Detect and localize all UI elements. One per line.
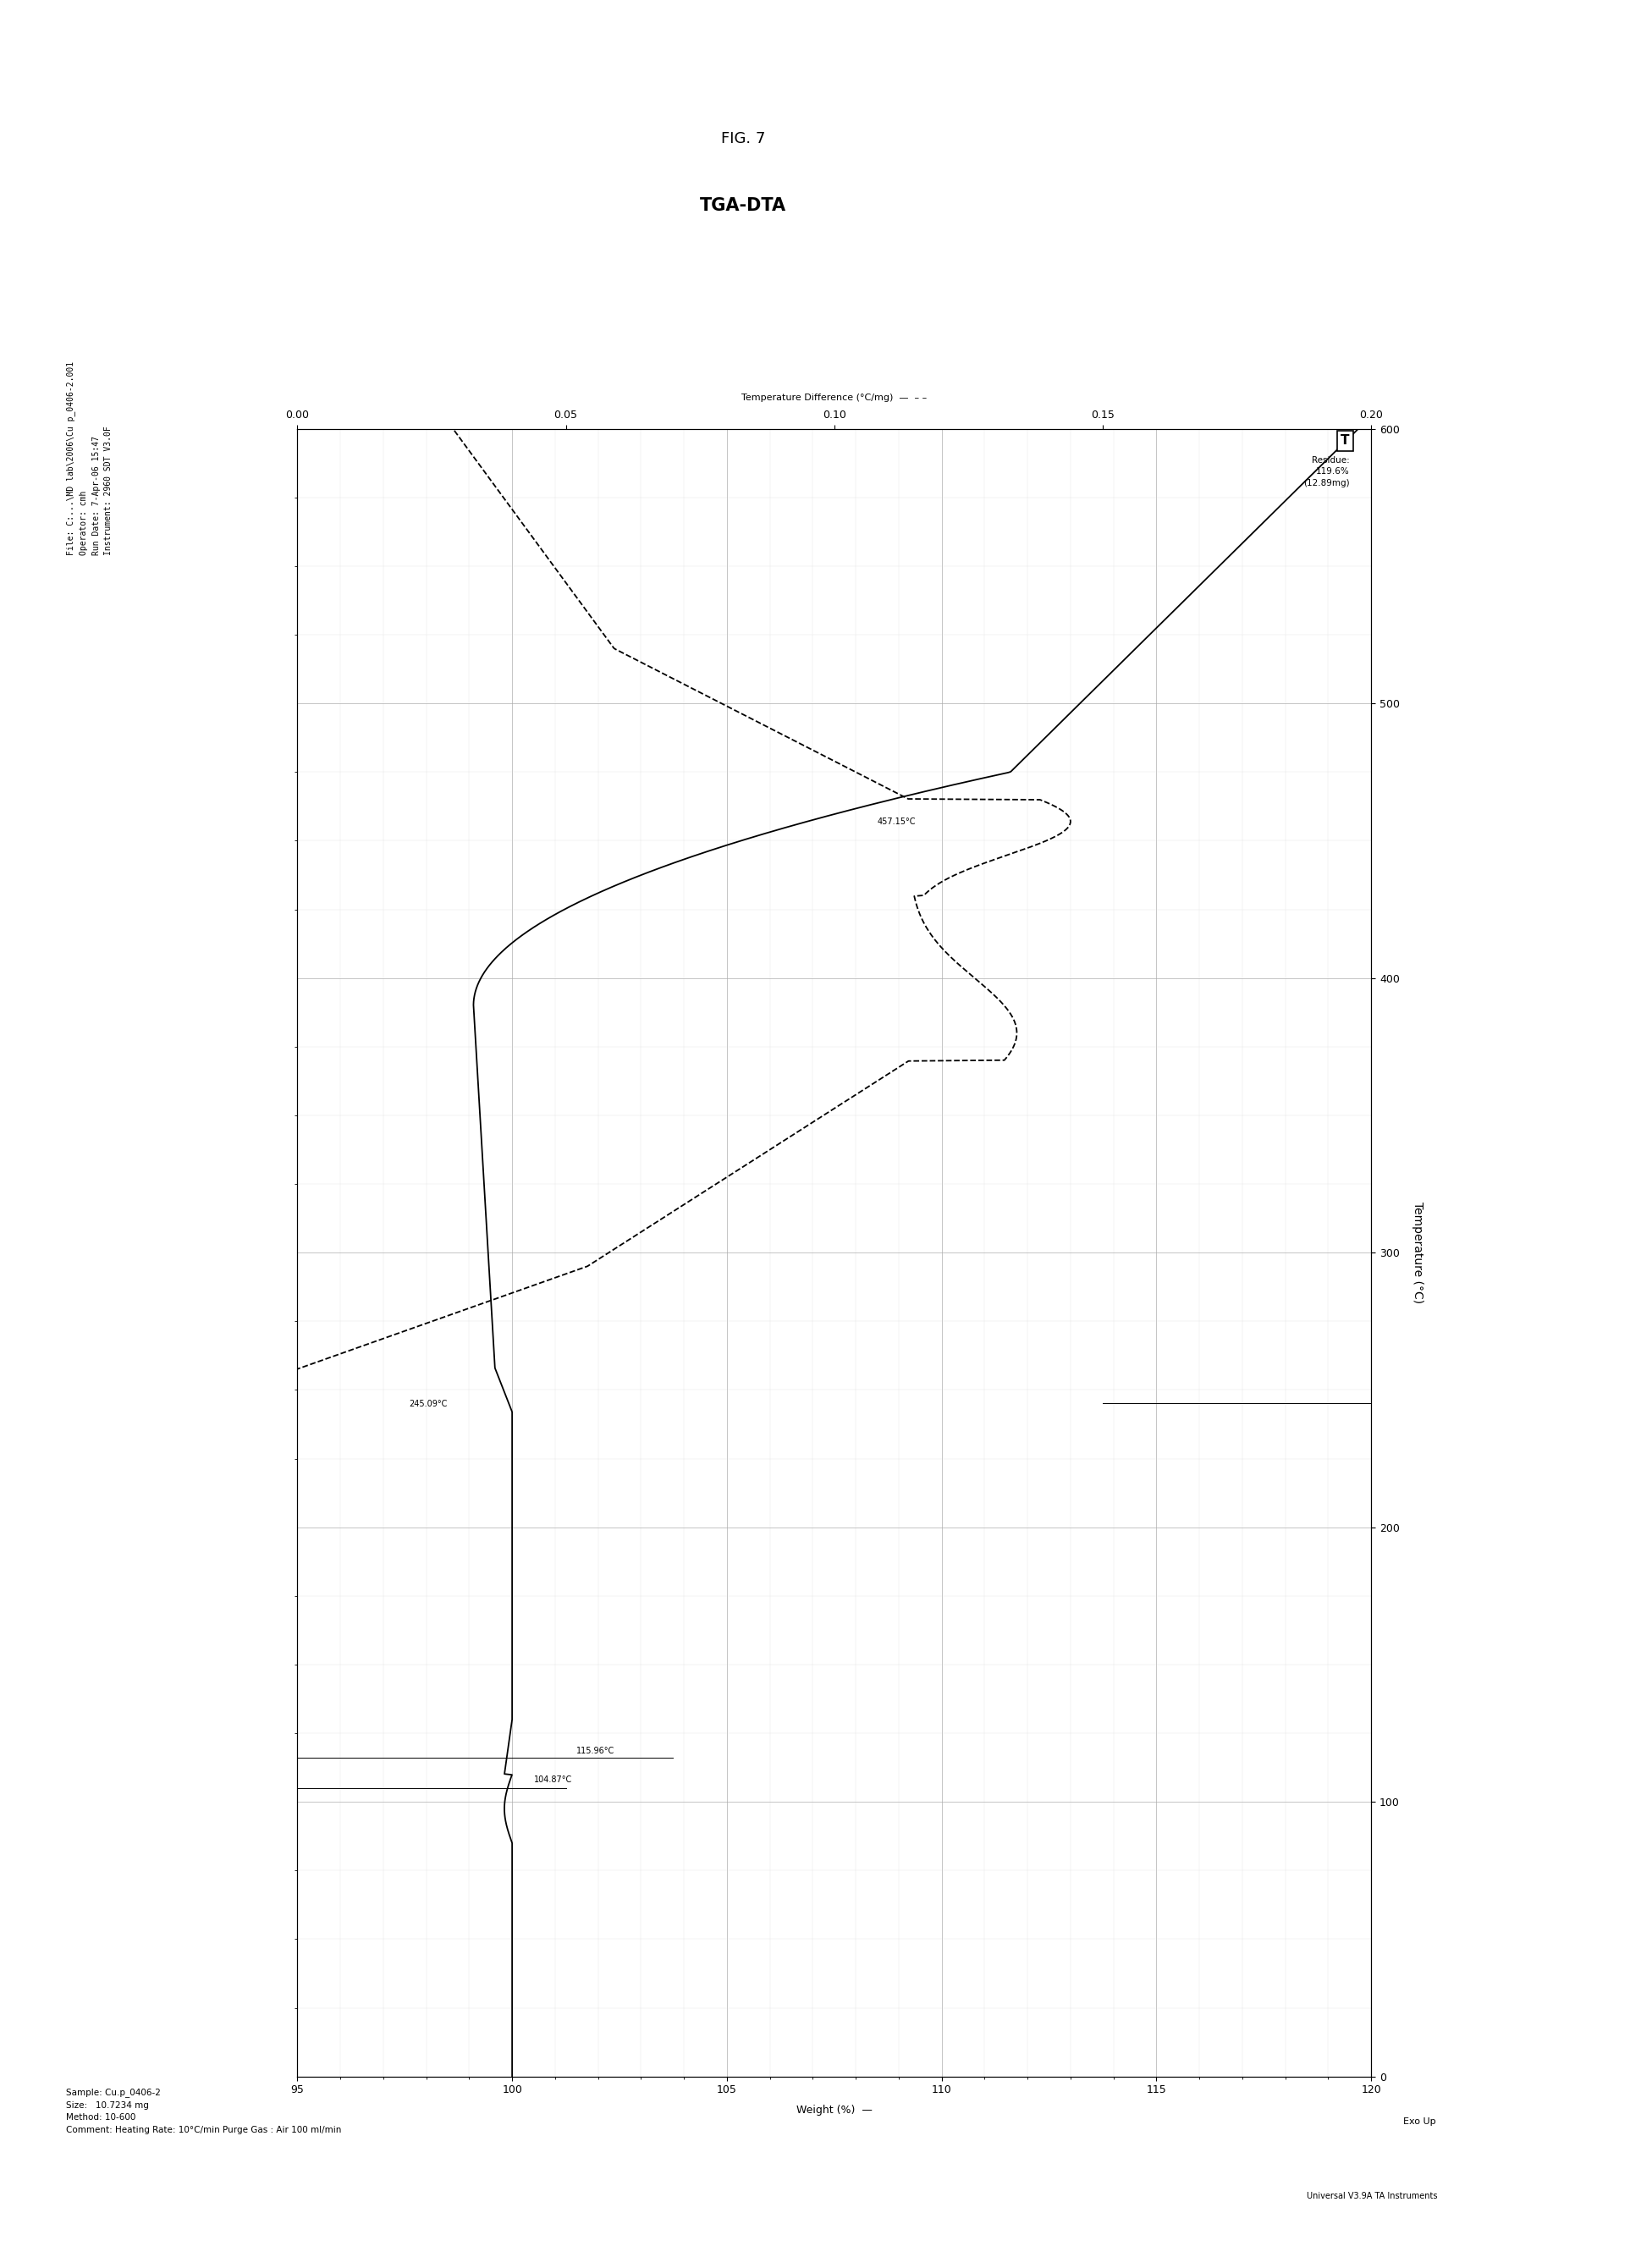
Text: Sample: Cu.p_0406-2
Size:   10.7234 mg
Method: 10-600
Comment: Heating Rate: 10°: Sample: Cu.p_0406-2 Size: 10.7234 mg Met… [66,2088,342,2135]
Text: 245.09°C: 245.09°C [410,1399,448,1408]
Text: T: T [1341,433,1350,447]
Text: 457.15°C: 457.15°C [877,817,915,826]
Text: Residue:
119.6%
(12.89mg): Residue: 119.6% (12.89mg) [1303,456,1350,488]
Y-axis label: Temperature (°C): Temperature (°C) [1411,1201,1424,1305]
X-axis label: Temperature Difference (°C/mg)  —  – –: Temperature Difference (°C/mg) — – – [742,393,927,402]
Text: Universal V3.9A TA Instruments: Universal V3.9A TA Instruments [1307,2192,1437,2201]
Text: TGA-DTA: TGA-DTA [700,199,786,214]
Text: FIG. 7: FIG. 7 [722,131,765,147]
Text: 104.87°C: 104.87°C [534,1776,572,1783]
Text: 115.96°C: 115.96°C [577,1747,615,1756]
X-axis label: Weight (%)  —: Weight (%) — [796,2106,872,2117]
Text: Exo Up: Exo Up [1404,2117,1436,2126]
Text: File: C:...\MD lab\2006\Cu p_0406-2.001
Operator: cmh
Run Date: 7-Apr-06 15:47
I: File: C:...\MD lab\2006\Cu p_0406-2.001 … [66,361,112,555]
